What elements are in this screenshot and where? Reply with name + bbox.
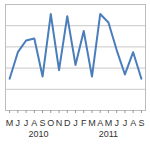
svg-text:M: M — [88, 118, 96, 128]
svg-text:M: M — [105, 118, 113, 128]
svg-text:A: A — [130, 118, 136, 128]
svg-text:J: J — [123, 118, 128, 128]
svg-text:N: N — [56, 118, 63, 128]
svg-text:O: O — [47, 118, 54, 128]
svg-text:S: S — [138, 118, 144, 128]
svg-text:J: J — [16, 118, 21, 128]
svg-text:J: J — [114, 118, 119, 128]
svg-text:M: M — [6, 118, 14, 128]
svg-text:A: A — [97, 118, 103, 128]
svg-text:2011: 2011 — [99, 129, 118, 139]
svg-text:S: S — [40, 118, 46, 128]
svg-text:F: F — [81, 118, 87, 128]
svg-text:D: D — [64, 118, 71, 128]
svg-text:A: A — [31, 118, 37, 128]
svg-text:2010: 2010 — [28, 129, 48, 139]
svg-text:J: J — [73, 118, 78, 128]
svg-text:J: J — [24, 118, 29, 128]
